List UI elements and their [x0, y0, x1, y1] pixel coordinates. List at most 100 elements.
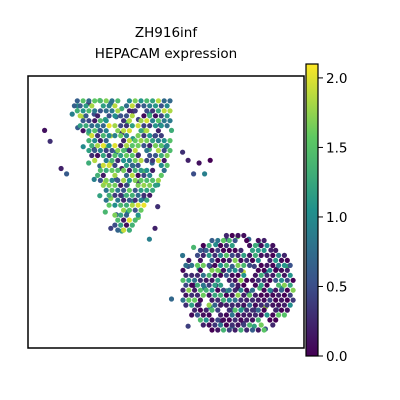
data-point: [164, 162, 170, 168]
data-point: [167, 138, 173, 144]
data-point: [80, 118, 86, 124]
data-point: [106, 162, 112, 168]
data-point: [186, 287, 192, 293]
data-point: [235, 252, 241, 258]
data-point: [64, 171, 70, 177]
data-point: [212, 292, 218, 298]
data-point: [226, 267, 232, 273]
data-point: [215, 317, 221, 323]
data-point: [238, 247, 244, 253]
data-point: [232, 267, 238, 273]
data-point: [252, 252, 258, 258]
data-point: [215, 287, 221, 293]
data-point: [103, 147, 109, 154]
data-point: [223, 312, 229, 318]
data-point: [249, 327, 256, 333]
data-point: [206, 292, 212, 298]
colorbar-tick-label: 0.0: [326, 349, 347, 365]
data-point: [123, 172, 130, 178]
data-point: [115, 98, 121, 104]
data-point: [135, 192, 141, 198]
data-point: [241, 292, 247, 298]
data-point: [244, 237, 250, 244]
data-point: [144, 108, 150, 114]
data-point: [276, 252, 282, 258]
data-point: [261, 327, 267, 333]
data-point: [223, 292, 229, 298]
data-point: [129, 202, 135, 208]
data-point: [100, 152, 106, 159]
data-point: [206, 302, 212, 308]
data-point: [161, 147, 167, 154]
data-point: [86, 147, 92, 154]
data-point: [200, 292, 206, 298]
data-point: [115, 108, 121, 114]
data-point: [229, 232, 235, 239]
data-point: [138, 187, 144, 193]
data-point: [118, 212, 124, 218]
data-point: [95, 143, 101, 149]
data-point: [150, 157, 156, 164]
data-point: [144, 167, 150, 173]
data-point: [270, 302, 276, 308]
data-point: [150, 108, 156, 114]
data-point: [264, 292, 270, 298]
data-point: [255, 297, 261, 303]
data-point: [158, 123, 164, 129]
data-point: [284, 257, 290, 263]
data-point: [278, 307, 285, 313]
data-point: [244, 317, 250, 323]
data-point: [235, 312, 241, 318]
data-point: [200, 242, 206, 249]
data-point: [115, 197, 121, 203]
data-point: [223, 322, 229, 328]
data-point: [249, 247, 256, 253]
data-point: [121, 197, 127, 203]
data-point: [180, 287, 186, 293]
data-point: [86, 160, 92, 166]
data-point: [235, 232, 241, 239]
data-point: [220, 267, 227, 273]
data-point: [203, 287, 209, 293]
data-point: [226, 307, 232, 313]
data-point: [147, 103, 153, 109]
data-point: [220, 287, 227, 293]
data-point: [112, 152, 118, 159]
data-point: [168, 296, 175, 302]
data-point: [155, 108, 161, 114]
data-point: [264, 302, 270, 308]
data-point: [92, 108, 98, 114]
data-point: [97, 147, 103, 154]
data-point: [235, 282, 241, 288]
data-point: [197, 297, 203, 303]
data-point: [206, 262, 212, 268]
data-point: [258, 312, 264, 318]
data-point: [278, 287, 285, 293]
data-point: [129, 143, 135, 149]
data-point: [135, 212, 141, 218]
data-point: [132, 197, 138, 203]
data-point: [192, 287, 198, 293]
scatter-points: [42, 97, 296, 333]
data-point: [194, 252, 201, 258]
data-point: [215, 247, 221, 253]
data-point: [273, 307, 279, 313]
data-point: [86, 128, 92, 134]
data-point: [121, 157, 127, 164]
data-point: [268, 247, 274, 253]
data-point: [290, 287, 296, 293]
data-point: [235, 292, 241, 298]
data-point: [267, 317, 273, 323]
data-point: [138, 177, 144, 183]
data-point: [196, 160, 202, 166]
data-point: [273, 287, 279, 293]
data-point: [235, 322, 241, 328]
data-point: [118, 133, 124, 139]
data-point: [100, 103, 106, 109]
data-point: [229, 292, 235, 298]
data-point: [273, 297, 279, 303]
data-point: [197, 317, 203, 323]
data-point: [252, 292, 258, 298]
data-point: [103, 177, 109, 183]
data-point: [129, 172, 135, 178]
